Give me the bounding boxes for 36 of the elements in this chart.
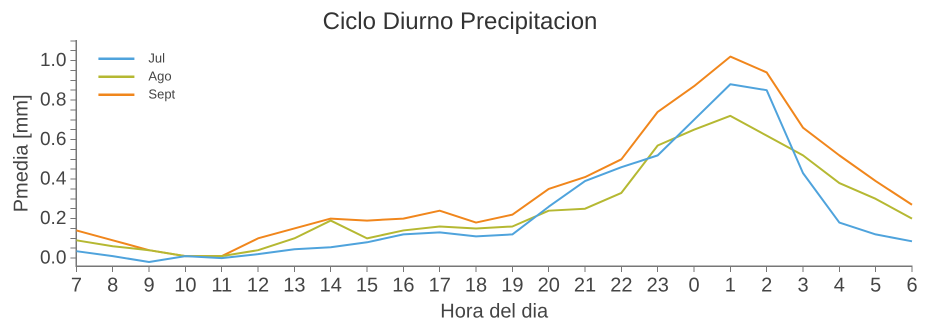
x-tick-label: 15 [356, 274, 378, 297]
x-tick-label: 11 [211, 274, 232, 297]
y-tick-label: 0.6 [40, 128, 66, 150]
x-tick-label: 16 [392, 274, 415, 297]
y-tick-label: 0.2 [40, 208, 66, 229]
x-tick-label: 6 [906, 274, 918, 297]
x-tick-label: 21 [574, 274, 596, 297]
x-tick-label: 4 [834, 274, 845, 297]
y-tick-label: 0.0 [40, 247, 66, 268]
x-tick-label: 8 [107, 274, 118, 297]
x-tick-label: 9 [144, 274, 155, 297]
x-axis-title: Hora del dia [440, 300, 550, 323]
x-tick-label: 10 [174, 274, 197, 297]
x-tick-label: 14 [320, 274, 342, 297]
y-tick-label: 1.0 [40, 50, 66, 71]
legend-label: Sept [148, 86, 176, 102]
y-axis-title: Pmedia [mm] [10, 94, 33, 212]
x-tick-label: 13 [283, 274, 306, 297]
x-tick-label: 3 [797, 274, 809, 297]
y-tick-label: 0.8 [40, 89, 66, 110]
x-tick-label: 0 [688, 274, 700, 297]
x-tick-label: 17 [428, 274, 451, 297]
x-tick-label: 23 [646, 274, 669, 297]
legend-label: Ago [148, 68, 172, 84]
legend-label: Jul [148, 50, 166, 66]
x-tick-label: 5 [870, 274, 882, 297]
x-tick-label: 19 [501, 274, 524, 297]
chart-title: Ciclo Diurno Precipitacion [322, 8, 598, 36]
x-tick-label: 18 [464, 274, 488, 297]
x-tick-label: 2 [761, 274, 772, 297]
x-tick-label: 7 [70, 274, 82, 297]
x-tick-label: 22 [610, 274, 632, 297]
x-tick-label: 12 [246, 274, 270, 297]
y-tick-label: 0.4 [40, 168, 67, 190]
x-tick-label: 20 [538, 274, 560, 297]
x-tick-label: 1 [724, 274, 736, 297]
